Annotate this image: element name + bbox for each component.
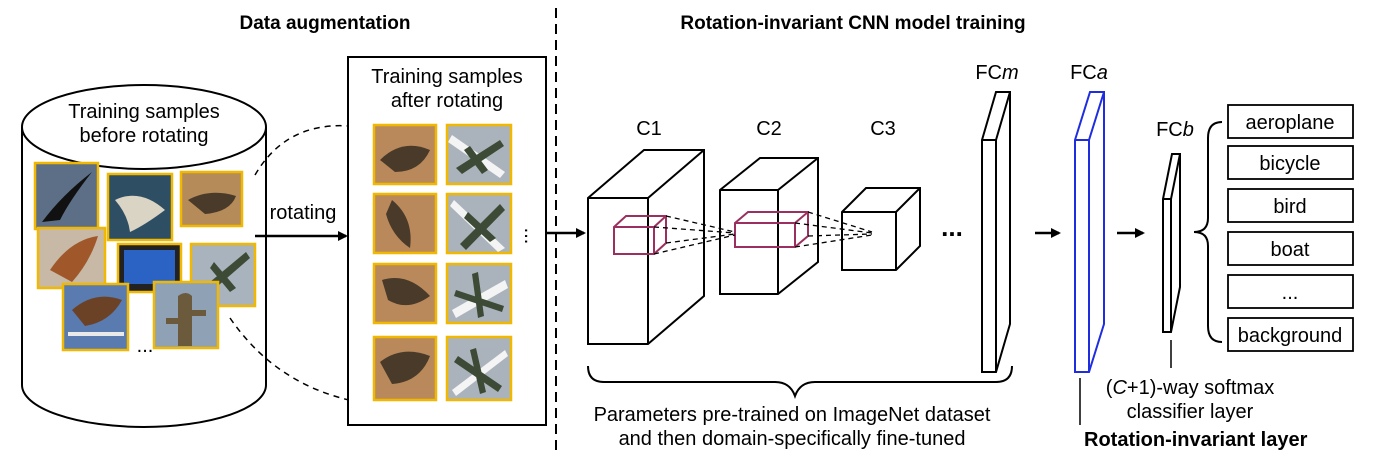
rotated-airplane-photo-icon (445, 335, 513, 402)
softmax-label-line2: classifier layer (1127, 401, 1254, 423)
header-cnn-training: Rotation-invariant CNN model training (680, 13, 1025, 34)
pretrained-line2: and then domain-specifically fine-tuned (619, 428, 966, 450)
layer-fca-block (1074, 91, 1105, 373)
rotated-samples-panel: Training samples after rotating (347, 56, 547, 426)
bird-photo-icon (33, 161, 100, 231)
class-label: boat (1271, 239, 1310, 261)
class-box: aeroplane (1227, 104, 1354, 139)
rotated-panel-ellipsis: ... (520, 228, 542, 245)
layer-c3-block (841, 187, 921, 271)
class-label: bird (1273, 196, 1306, 218)
header-data-augmentation: Data augmentation (239, 13, 410, 34)
class-box: boat (1227, 231, 1354, 266)
rotated-cat-photo-icon (372, 262, 438, 325)
training-samples-cylinder: Training samples before rotating (21, 84, 267, 428)
layer-ellipsis: ... (941, 212, 963, 242)
dog-photo-icon (36, 226, 107, 290)
layer-fcb-label: FCb (1156, 119, 1194, 141)
rotated-airplane-photo-icon (445, 123, 513, 186)
rotated-airplane-photo-icon (445, 192, 513, 255)
rotated-cat-photo-icon (372, 335, 438, 402)
receptive-field-lines (653, 211, 873, 255)
rotated-panel-title-line2: after rotating (391, 90, 503, 112)
pretrained-brace (587, 365, 1013, 399)
class-box: bird (1227, 188, 1354, 223)
class-box: bicycle (1227, 145, 1354, 180)
cactus-photo-icon (152, 280, 220, 350)
class-list-brace (1193, 121, 1223, 343)
layer-c1-block (587, 149, 705, 345)
layer-fcm-label: FCm (975, 62, 1018, 84)
softmax-label-line1: (C+1)-way softmax (1106, 377, 1274, 399)
layer-fca-label: FCa (1070, 62, 1108, 84)
rotating-label: rotating (270, 202, 337, 224)
class-label: bicycle (1259, 153, 1320, 175)
cylinder-label-line2: before rotating (80, 125, 209, 147)
layer-c1-label: C1 (636, 118, 662, 140)
layer-fcb-block (1162, 153, 1181, 333)
class-box: background (1227, 317, 1354, 352)
layer-c2-block (719, 157, 819, 295)
layer-c3-label: C3 (870, 118, 896, 140)
layer-c2-label: C2 (756, 118, 782, 140)
rotated-panel-title-line1: Training samples (371, 66, 523, 88)
rotated-cat-photo-icon (372, 123, 438, 186)
class-box: ... (1227, 274, 1354, 309)
rotated-cat-photo-icon (372, 192, 438, 255)
seagull-photo-icon (106, 172, 174, 242)
rotated-airplane-photo-icon (445, 262, 513, 325)
cat-photo-icon (179, 170, 244, 228)
class-label: ... (1282, 282, 1299, 304)
class-label: aeroplane (1246, 112, 1335, 134)
class-list: aeroplane bicycle bird boat ... backgrou… (1227, 104, 1354, 352)
pretrained-line1: Parameters pre-trained on ImageNet datas… (594, 404, 991, 426)
rotation-invariant-layer-label: Rotation-invariant layer (1084, 429, 1308, 451)
cylinder-label-line1: Training samples (68, 101, 220, 123)
cylinder-ellipsis: ... (137, 335, 154, 357)
layer-fcm-block (981, 91, 1011, 373)
class-label: background (1238, 325, 1343, 347)
horse-jump-photo-icon (61, 282, 130, 352)
